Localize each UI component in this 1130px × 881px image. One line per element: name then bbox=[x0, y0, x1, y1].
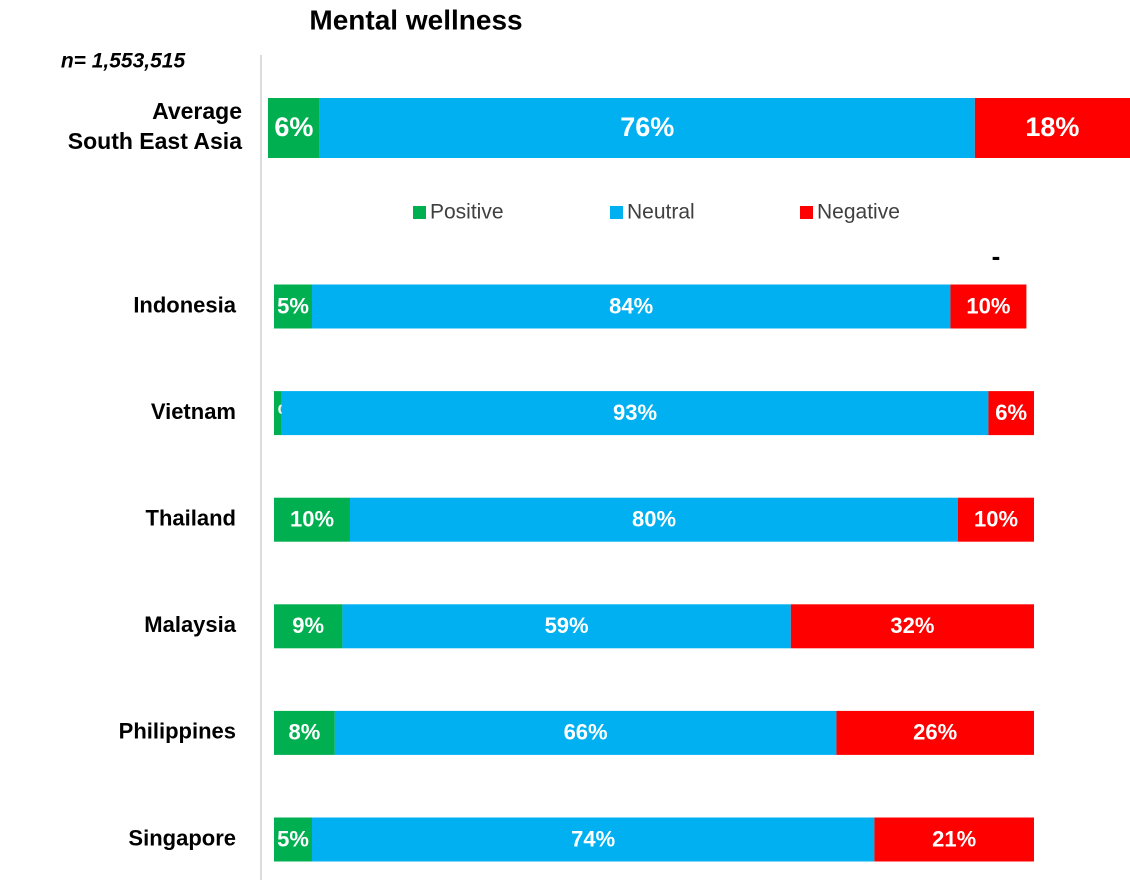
category-label: Malaysia bbox=[144, 612, 236, 637]
bar-segment bbox=[790, 604, 1034, 649]
data-label: 74% bbox=[571, 826, 615, 851]
bar-segment bbox=[281, 391, 989, 436]
bar-segment bbox=[274, 284, 312, 329]
data-label: 5% bbox=[277, 826, 309, 851]
data-label: 10% bbox=[974, 507, 1018, 532]
bar-segment bbox=[988, 391, 1034, 436]
data-label: 84% bbox=[609, 293, 653, 318]
category-label: Singapore bbox=[128, 825, 236, 850]
legend-label: Positive bbox=[430, 201, 504, 224]
data-label: 18% bbox=[1025, 112, 1079, 142]
legend-swatch bbox=[610, 206, 623, 219]
data-label: 32% bbox=[890, 613, 934, 638]
bar-segment bbox=[950, 284, 1027, 329]
category-label: Indonesia bbox=[133, 292, 236, 317]
data-label: 26% bbox=[913, 720, 957, 745]
legend-label: Neutral bbox=[627, 201, 695, 224]
data-label: 5% bbox=[277, 293, 309, 318]
bar-segment bbox=[350, 497, 958, 542]
category-label: Average South East Asia bbox=[67, 98, 242, 154]
chart-title: Mental wellness bbox=[309, 4, 522, 35]
category-label: Thailand bbox=[146, 506, 236, 531]
data-label: 59% bbox=[545, 613, 589, 638]
bar-segment bbox=[274, 604, 343, 649]
data-label: 10% bbox=[290, 507, 334, 532]
data-label: 8% bbox=[289, 720, 321, 745]
bar-segment bbox=[274, 817, 312, 862]
legend-swatch bbox=[413, 206, 426, 219]
annotation: - bbox=[992, 241, 1001, 271]
legend-label: Negative bbox=[817, 201, 900, 224]
bar-segment bbox=[334, 710, 837, 755]
legend-swatch bbox=[800, 206, 813, 219]
data-label: 80% bbox=[632, 507, 676, 532]
bar-segment bbox=[268, 98, 320, 158]
data-label: 10% bbox=[966, 293, 1010, 318]
data-label: 66% bbox=[564, 720, 608, 745]
category-label: Vietnam bbox=[151, 399, 236, 424]
bar-segment bbox=[974, 98, 1130, 158]
data-label: 76% bbox=[620, 112, 674, 142]
bar-segment bbox=[274, 497, 350, 542]
bar-segment bbox=[958, 497, 1034, 542]
bar-segment bbox=[312, 284, 951, 329]
bar-segment bbox=[342, 604, 791, 649]
bar-segment bbox=[319, 98, 975, 158]
bar-segment bbox=[274, 391, 282, 436]
bar-segment bbox=[874, 817, 1034, 862]
data-label: 93% bbox=[613, 400, 657, 425]
data-label: 6% bbox=[274, 112, 313, 142]
data-label: 9% bbox=[292, 613, 324, 638]
data-label: 21% bbox=[932, 826, 976, 851]
sample-size: n= 1,553,515 bbox=[61, 50, 186, 73]
data-label: 6% bbox=[995, 400, 1027, 425]
category-label: Philippines bbox=[119, 719, 236, 744]
bar-segment bbox=[312, 817, 875, 862]
bar-segment bbox=[274, 710, 335, 755]
bar-segment bbox=[836, 710, 1034, 755]
